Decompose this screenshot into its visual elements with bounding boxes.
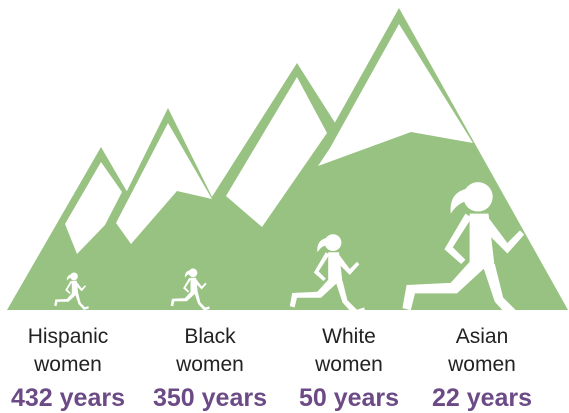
group-name: Black: [184, 325, 236, 348]
snow-caps: [65, 24, 473, 254]
group-name: women: [448, 353, 516, 376]
group-name: Asian: [455, 325, 509, 348]
years-value: 350 years: [152, 384, 267, 412]
group-name: women: [34, 353, 102, 376]
snow-cap-3: [226, 77, 327, 227]
group-label-white: White women 50 years: [274, 323, 424, 413]
snow-cap-4: [318, 24, 473, 166]
years-value: 22 years: [431, 384, 533, 412]
group-name: White: [322, 325, 376, 348]
years-value: 432 years: [10, 384, 125, 412]
group-name: women: [176, 353, 244, 376]
group-label-black: Black women 350 years: [135, 323, 285, 413]
group-label-asian: Asian women 22 years: [407, 323, 557, 413]
group-label-hispanic: Hispanic women 432 years: [0, 323, 143, 413]
snow-cap-1: [65, 162, 122, 254]
snow-cap-2: [116, 123, 212, 244]
years-value: 50 years: [298, 384, 400, 412]
group-name: women: [315, 353, 383, 376]
group-name: Hispanic: [27, 325, 109, 348]
